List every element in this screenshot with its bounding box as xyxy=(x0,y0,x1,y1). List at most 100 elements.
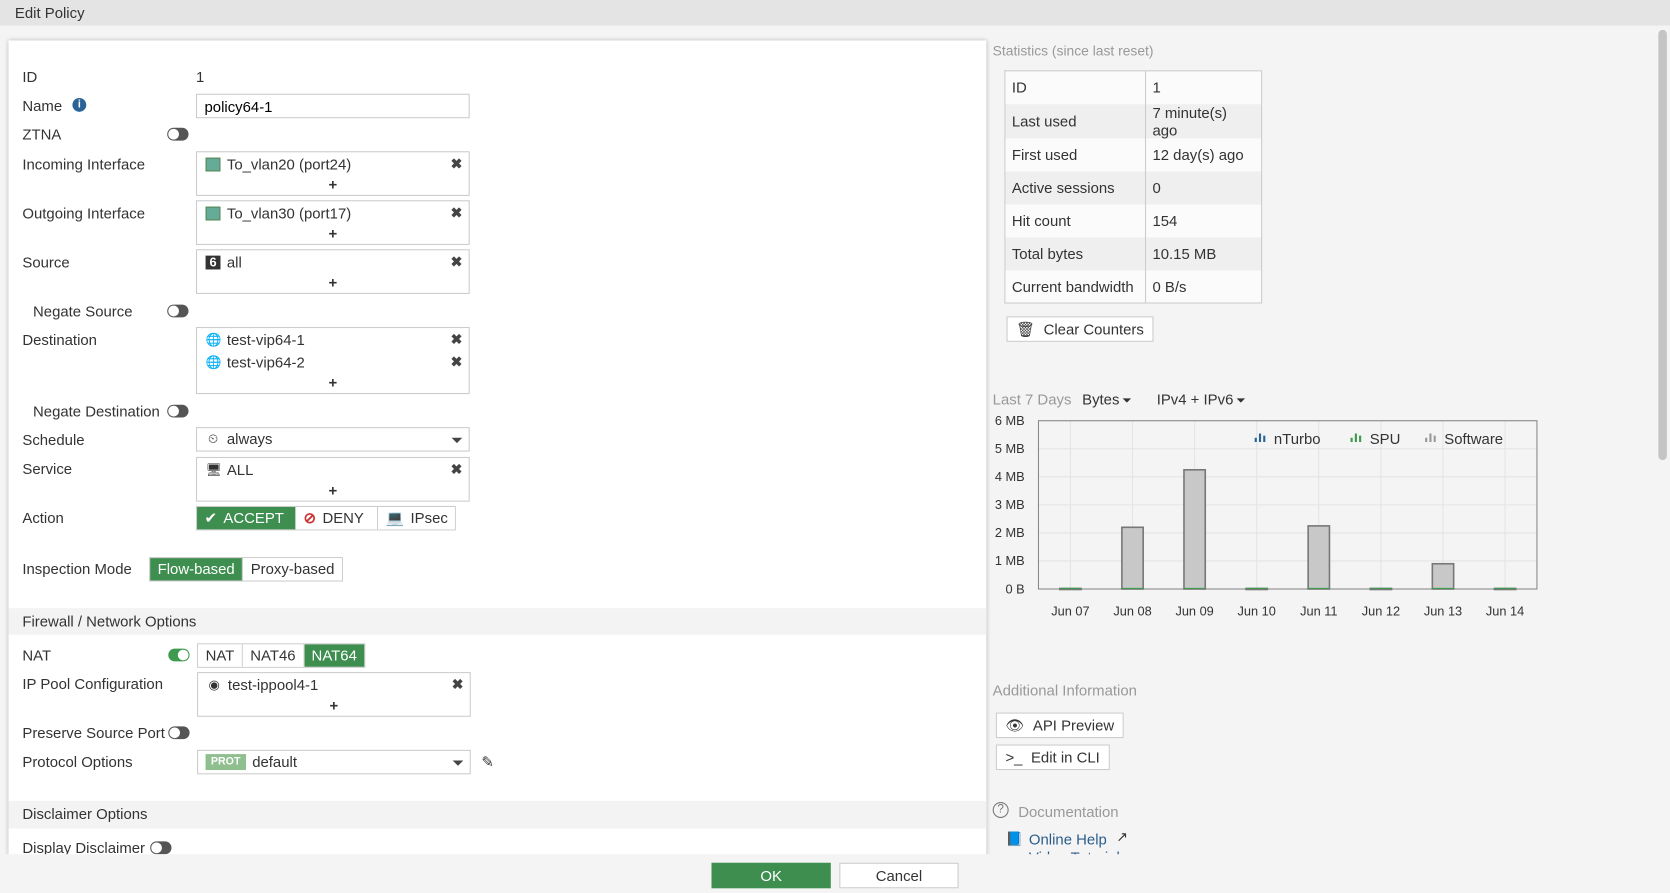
service-field[interactable]: 🖥 ALL ✖ + xyxy=(195,456,470,502)
legend-icon xyxy=(1350,437,1353,443)
nat46-button[interactable]: NAT46 xyxy=(242,644,305,667)
source-field[interactable]: 6 all ✖ + xyxy=(195,249,470,294)
x-tick-label: Jun 14 xyxy=(1486,604,1524,619)
nat-toggle[interactable] xyxy=(168,648,190,662)
port-icon xyxy=(205,157,221,171)
name-input[interactable] xyxy=(195,93,470,119)
check-icon: ✔ xyxy=(204,509,217,527)
ztna-toggle[interactable] xyxy=(167,127,189,141)
statistics-value: 7 minute(s) ago xyxy=(1145,103,1263,138)
remove-icon[interactable]: ✖ xyxy=(451,676,464,693)
y-tick-label: 3 MB xyxy=(995,497,1025,512)
remove-icon[interactable]: ✖ xyxy=(450,204,463,221)
laptop-icon: 💻 xyxy=(385,509,405,527)
bar-software xyxy=(1121,526,1144,590)
negate-destination-toggle[interactable] xyxy=(167,404,189,418)
destination-entry: test-vip64-2 xyxy=(226,353,305,371)
title-bar: Edit Policy xyxy=(0,0,1670,26)
external-link-icon: ↗ xyxy=(1116,828,1128,845)
plot-area xyxy=(1037,420,1538,590)
add-icon[interactable]: + xyxy=(328,224,338,242)
display-disclaimer-toggle[interactable] xyxy=(150,841,172,855)
statistics-label: Total bytes xyxy=(1004,236,1147,271)
remove-icon[interactable]: ✖ xyxy=(450,331,463,348)
eye-icon: 👁 xyxy=(1005,716,1025,734)
schedule-icon: ⏲ xyxy=(208,430,219,446)
help-circle-icon: ? xyxy=(992,802,1009,818)
x-tick-label: Jun 09 xyxy=(1175,604,1213,619)
outgoing-interface-entry: To_vlan30 (port17) xyxy=(226,204,352,222)
schedule-label: Schedule xyxy=(22,431,85,449)
proxy-based-button[interactable]: Proxy-based xyxy=(243,558,342,581)
statistics-value: 10.15 MB xyxy=(1145,236,1263,271)
statistics-row: Last used 7 minute(s) ago xyxy=(1004,103,1263,138)
add-icon[interactable]: + xyxy=(328,175,338,193)
chart-period-label: Last 7 Days xyxy=(992,390,1072,408)
incoming-interface-field[interactable]: To_vlan20 (port24) ✖ + xyxy=(195,151,470,196)
y-tick-label: 4 MB xyxy=(995,469,1025,484)
destination-field[interactable]: 🌐 test-vip64-1 ✖ 🌐 test-vip64-2 ✖ + xyxy=(195,326,470,395)
nat64-button[interactable]: NAT64 xyxy=(304,644,365,667)
negate-source-toggle[interactable] xyxy=(167,304,189,318)
ok-button[interactable]: OK xyxy=(711,862,831,889)
add-icon[interactable]: + xyxy=(328,373,338,391)
ztna-label: ZTNA xyxy=(22,125,62,143)
legend-icon xyxy=(1425,437,1428,443)
statistics-value: 1 xyxy=(1145,70,1263,104)
action-deny-button[interactable]: ⊘ DENY xyxy=(296,506,379,530)
ip-pool-icon: ◉ xyxy=(208,676,220,692)
flow-based-button[interactable]: Flow-based xyxy=(150,558,244,581)
schedule-select[interactable]: ⏲ always xyxy=(195,427,470,452)
y-tick-label: 2 MB xyxy=(995,525,1025,540)
online-help-link[interactable]: Online Help xyxy=(1028,830,1107,848)
statistics-value: 12 day(s) ago xyxy=(1145,137,1263,171)
remove-icon[interactable]: ✖ xyxy=(450,155,463,172)
add-icon[interactable]: + xyxy=(328,273,338,291)
bar-software xyxy=(1307,525,1331,590)
action-ipsec-button[interactable]: 💻 IPsec xyxy=(378,506,455,530)
statistics-row: Current bandwidth 0 B/s xyxy=(1004,270,1263,304)
x-tick-label: Jun 08 xyxy=(1113,604,1151,619)
statistics-value: 0 xyxy=(1145,170,1263,204)
cancel-button[interactable]: Cancel xyxy=(839,862,959,889)
statistics-label: Current bandwidth xyxy=(1004,270,1147,304)
scrollbar[interactable] xyxy=(1658,29,1667,461)
legend-label: nTurbo xyxy=(1274,432,1321,448)
legend-icon xyxy=(1263,435,1266,443)
add-icon[interactable]: + xyxy=(329,696,339,714)
edit-pencil-icon[interactable]: ✎ xyxy=(481,753,494,771)
x-tick-label: Jun 13 xyxy=(1424,604,1462,619)
y-tick-label: 1 MB xyxy=(995,553,1025,568)
ip-pool-field[interactable]: ◉ test-ippool4-1 ✖ + xyxy=(197,672,471,717)
legend-label: Software xyxy=(1444,432,1503,448)
remove-icon[interactable]: ✖ xyxy=(450,353,463,370)
statistics-label: Hit count xyxy=(1004,203,1147,237)
protocol-options-select[interactable]: PROT default xyxy=(197,749,471,775)
preserve-source-port-toggle[interactable] xyxy=(168,726,190,740)
add-icon[interactable]: + xyxy=(328,481,338,499)
legend-icon xyxy=(1429,433,1432,443)
legend-icon xyxy=(1254,437,1257,443)
action-accept-button[interactable]: ✔ ACCEPT xyxy=(197,506,297,530)
edit-in-cli-button[interactable]: >_ Edit in CLI xyxy=(995,744,1110,771)
vip-icon: 🌐 xyxy=(205,331,222,347)
clear-counters-button[interactable]: 🗑 Clear Counters xyxy=(1006,316,1154,342)
chevron-down-icon xyxy=(451,437,463,444)
legend-icon xyxy=(1433,435,1436,443)
nat-mode-selector: NAT NAT46 NAT64 xyxy=(197,643,366,668)
outgoing-interface-field[interactable]: To_vlan30 (port17) ✖ + xyxy=(195,200,470,245)
info-icon[interactable]: i xyxy=(72,97,87,112)
remove-icon[interactable]: ✖ xyxy=(450,461,463,478)
ip-pool-entry: test-ippool4-1 xyxy=(227,676,319,694)
statistics-label: ID xyxy=(1004,70,1147,104)
nat-button[interactable]: NAT xyxy=(198,644,243,667)
protocol-badge: PROT xyxy=(205,753,246,770)
metric-dropdown[interactable]: Bytes xyxy=(1082,391,1131,408)
remove-icon[interactable]: ✖ xyxy=(450,253,463,270)
ip-version-dropdown[interactable]: IPv4 + IPv6 xyxy=(1157,391,1245,408)
legend-icon xyxy=(1258,433,1262,443)
outgoing-interface-label: Outgoing Interface xyxy=(22,204,146,222)
statistics-row: ID 1 xyxy=(1004,70,1263,104)
api-preview-button[interactable]: 👁 API Preview xyxy=(995,712,1124,739)
bar-software xyxy=(1431,562,1455,590)
